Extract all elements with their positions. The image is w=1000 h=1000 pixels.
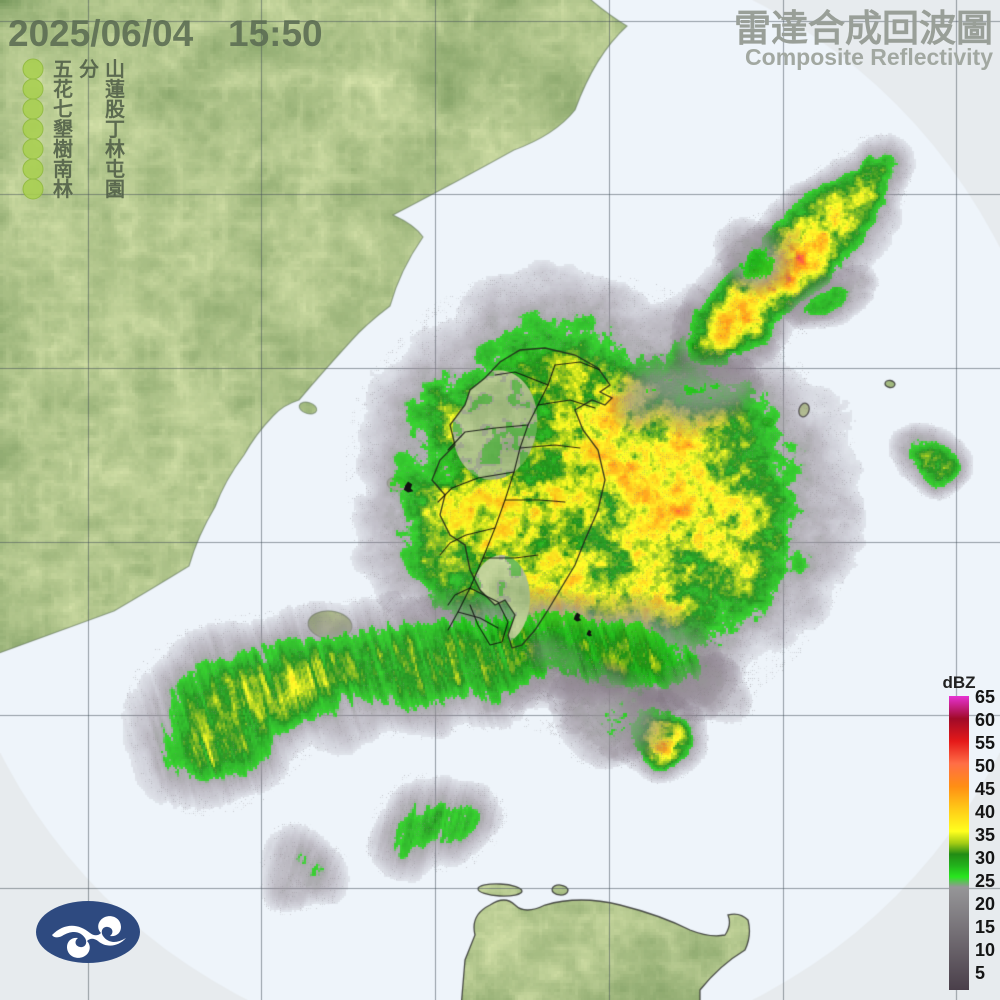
svg-text:60: 60 bbox=[975, 710, 995, 730]
svg-text:5: 5 bbox=[975, 963, 985, 983]
svg-text:樹: 樹 bbox=[53, 137, 73, 161]
svg-text:20: 20 bbox=[975, 894, 995, 914]
svg-text:40: 40 bbox=[975, 802, 995, 822]
svg-text:15: 15 bbox=[975, 917, 995, 937]
svg-text:35: 35 bbox=[975, 825, 995, 845]
svg-text:五: 五 bbox=[53, 59, 73, 81]
svg-text:45: 45 bbox=[975, 779, 995, 799]
svg-text:山: 山 bbox=[105, 58, 125, 81]
svg-text:30: 30 bbox=[975, 848, 995, 868]
svg-text:花: 花 bbox=[53, 78, 73, 101]
svg-text:dBZ: dBZ bbox=[942, 673, 975, 692]
svg-text:屯: 屯 bbox=[105, 158, 125, 181]
svg-text:墾: 墾 bbox=[53, 117, 74, 141]
svg-text:55: 55 bbox=[975, 733, 995, 753]
svg-text:Composite Reflectivity: Composite Reflectivity bbox=[745, 44, 993, 70]
svg-text:園: 園 bbox=[105, 178, 125, 201]
svg-text:65: 65 bbox=[975, 687, 995, 707]
svg-text:丁: 丁 bbox=[105, 119, 125, 141]
svg-text:10: 10 bbox=[975, 940, 995, 960]
svg-text:25: 25 bbox=[975, 871, 995, 891]
svg-text:蓮: 蓮 bbox=[105, 77, 125, 101]
svg-text:林: 林 bbox=[105, 137, 125, 161]
svg-text:七: 七 bbox=[53, 98, 73, 121]
svg-text:股: 股 bbox=[105, 98, 125, 121]
svg-text:南: 南 bbox=[53, 158, 73, 181]
svg-text:50: 50 bbox=[975, 756, 995, 776]
svg-text:林: 林 bbox=[53, 177, 73, 201]
svg-text:分: 分 bbox=[79, 58, 99, 81]
svg-text:雷達合成回波圖: 雷達合成回波圖 bbox=[734, 8, 993, 49]
